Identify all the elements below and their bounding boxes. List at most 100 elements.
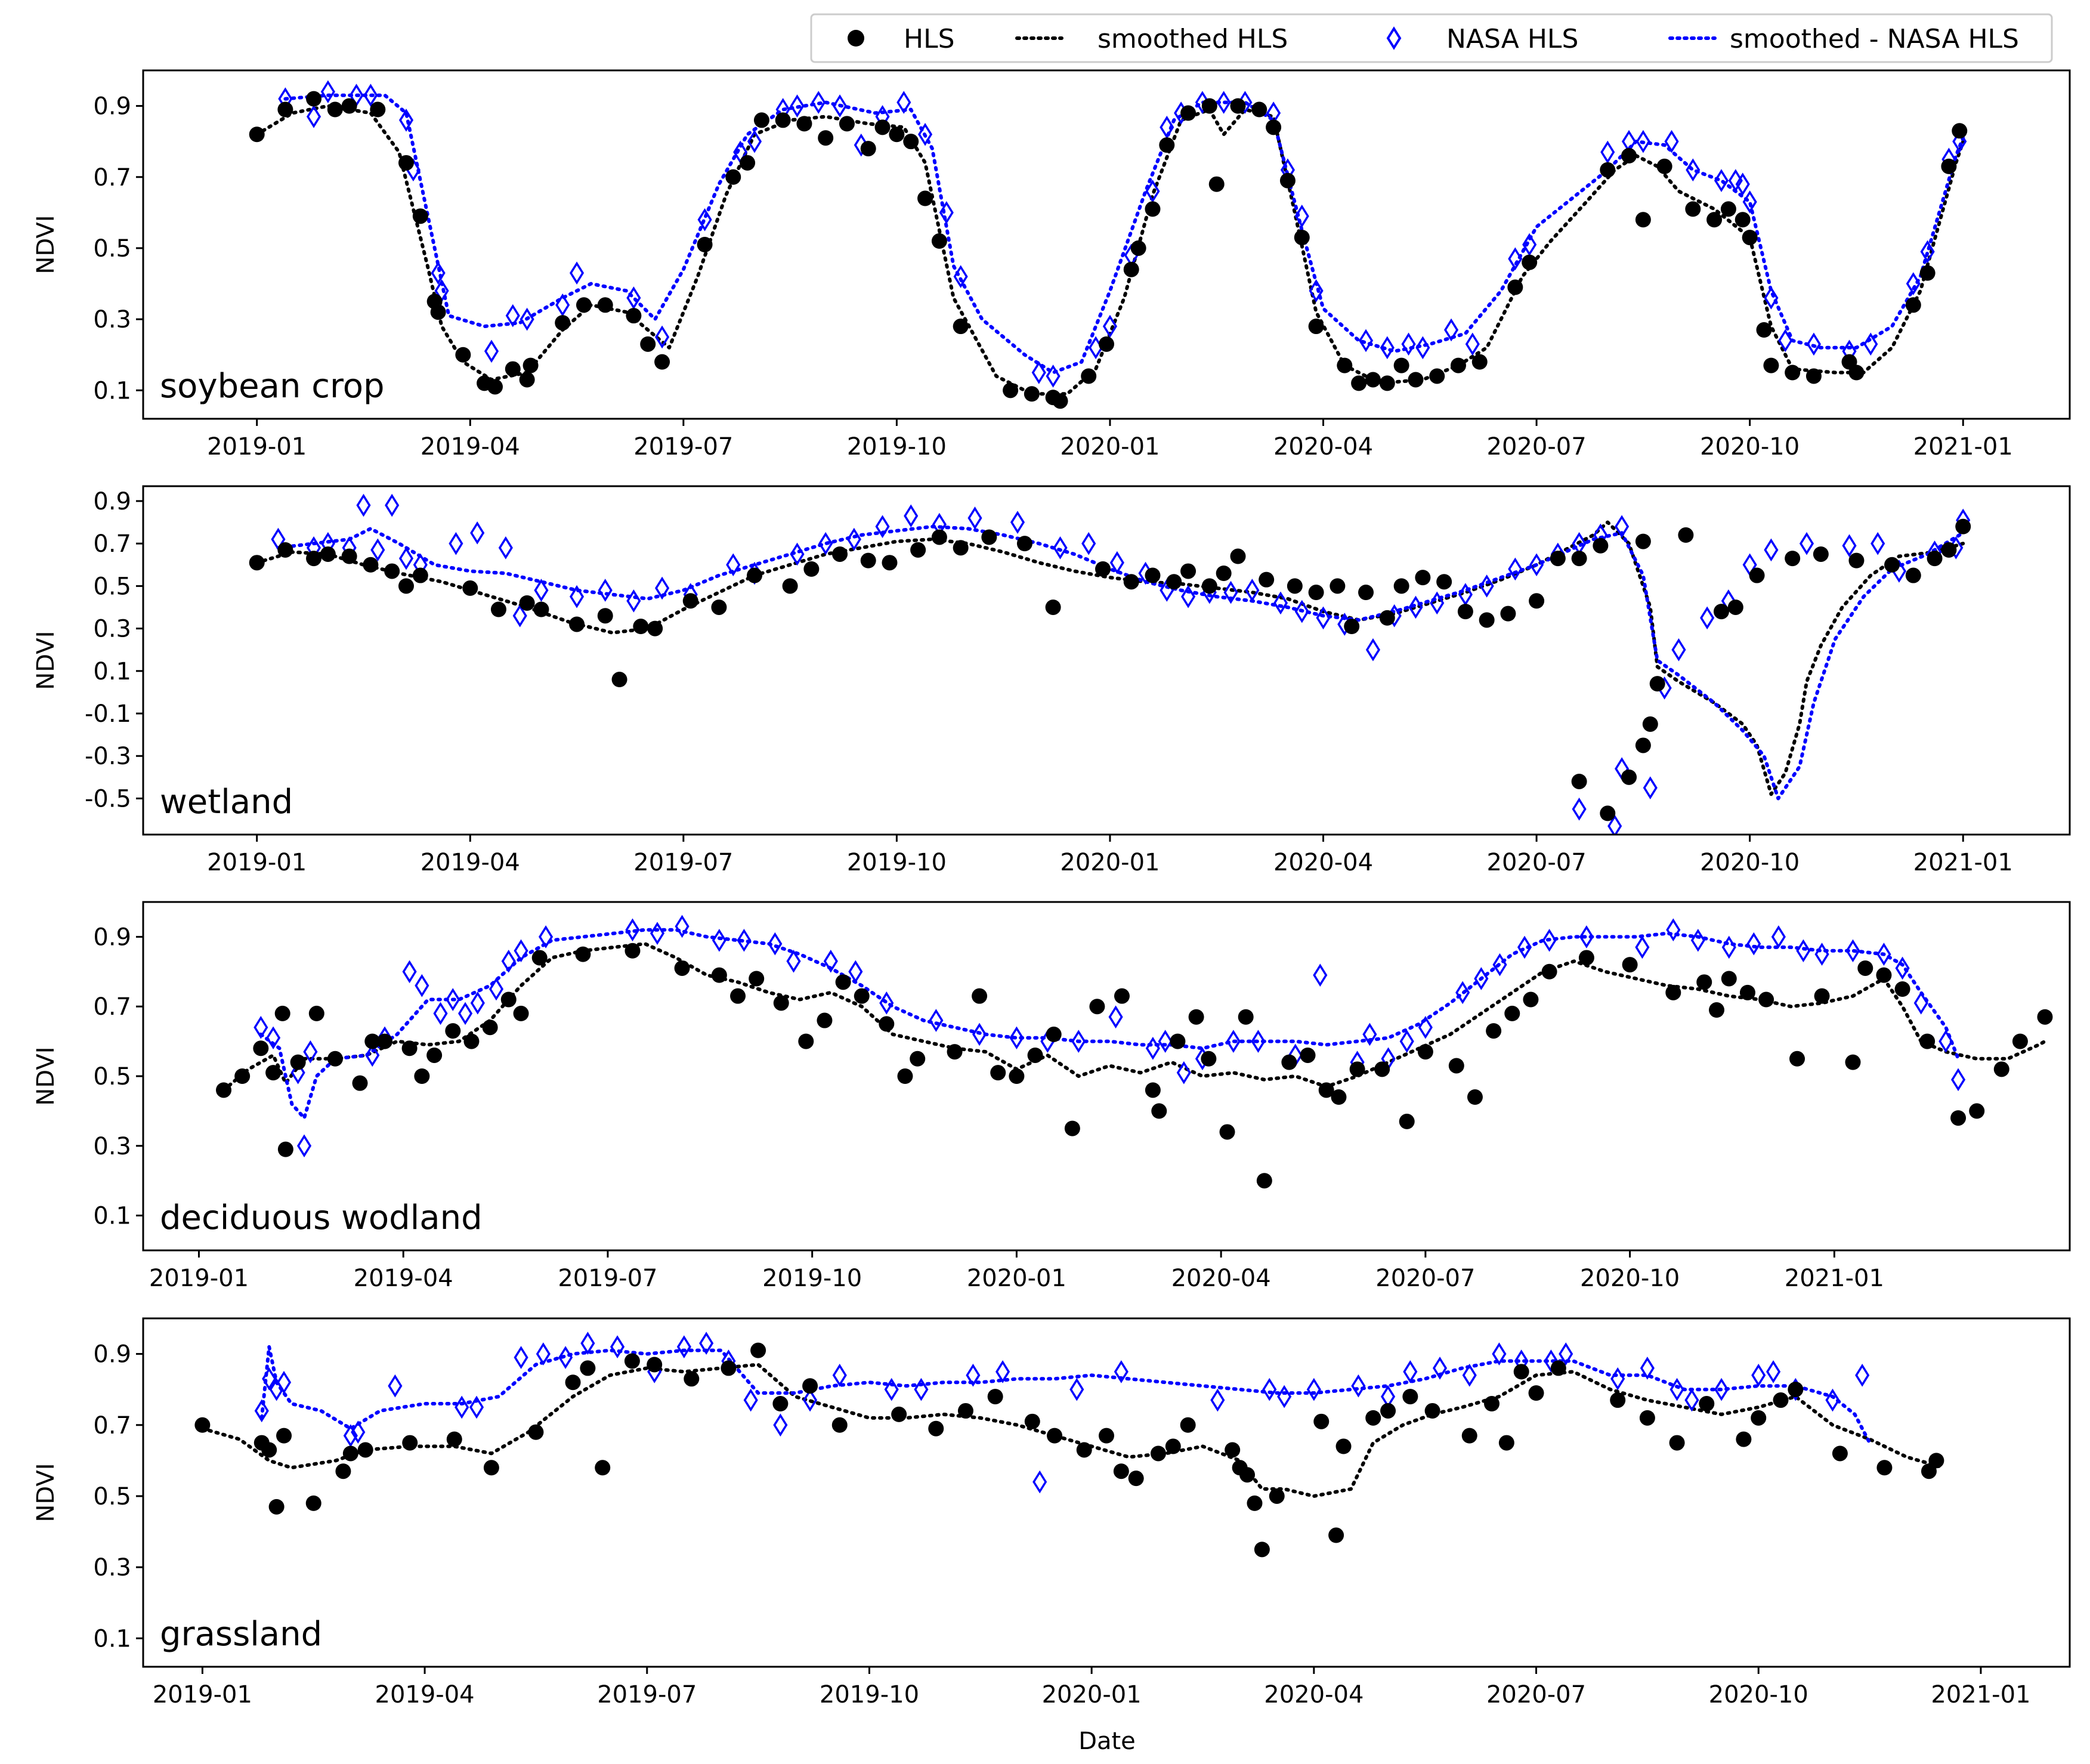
y-tick-label: 0.1 [93, 658, 131, 685]
nasa-hls-point [953, 265, 968, 288]
nasa-hls-point [790, 94, 805, 118]
nasa-hls-point [1358, 329, 1374, 353]
hls-point [1919, 1033, 1936, 1049]
panel-4: 0.9 0.7 0.5 0.3 0.1 NDVI 2019-01 2019-04 2019-07… [32, 1317, 2071, 1709]
nasa-hls-point [365, 1043, 380, 1067]
plot-content [249, 80, 1968, 409]
nasa-hls-point [1666, 918, 1681, 942]
hls-point [1016, 536, 1032, 552]
hls-point [1550, 551, 1566, 567]
nasa-hls-point [1408, 595, 1423, 619]
nasa-hls-point [254, 1399, 269, 1423]
hls-point [522, 357, 539, 373]
nasa-hls-point [712, 928, 726, 952]
nasa-hls-point [489, 977, 504, 1001]
hls-point [306, 91, 322, 107]
hls-point [860, 552, 876, 569]
hls-point [721, 1360, 737, 1376]
panel-2: 0.9 0.7 0.5 0.3 0.1 -0.1 -0.3 -0.5 NDVI 2019-01 20… [32, 485, 2071, 876]
nasa-hls-point [431, 261, 446, 285]
hls-point [1230, 548, 1246, 564]
hls-point [889, 126, 905, 143]
hls-point [1254, 1541, 1270, 1558]
nasa-hls-point [520, 307, 534, 331]
nasa-hls-point [276, 1370, 292, 1394]
nasa-hls-point [1245, 579, 1260, 602]
hls-point [1749, 567, 1765, 583]
nasa-hls-point [1046, 364, 1061, 388]
nasa-hls-point [1403, 1360, 1418, 1383]
hls-point [1848, 364, 1865, 381]
hls-point [1941, 542, 1957, 558]
nasa-hls-point [879, 991, 894, 1015]
smoothed-nasa-hls-line [276, 524, 1965, 801]
nasa-hls-point [1544, 1349, 1559, 1373]
hls-point [987, 1389, 1003, 1405]
panel-label: grassland [160, 1615, 322, 1654]
nasa-hls-point [1351, 1374, 1366, 1398]
nasa-hls-point [726, 553, 741, 577]
hls-point [253, 1040, 269, 1056]
hls-point [1047, 1428, 1063, 1444]
hls-point [1571, 551, 1587, 567]
hls-point [1500, 605, 1516, 622]
x-tick-label: 2021-01 [1913, 849, 2013, 876]
y-tick-label: 0.5 [93, 1063, 131, 1090]
hls-point [1417, 1044, 1433, 1060]
hls-point [1735, 212, 1751, 228]
nasa-hls-point [737, 928, 752, 952]
hls-point [1550, 1360, 1566, 1376]
hls-point [455, 347, 471, 363]
hls-point [1294, 230, 1310, 246]
nasa-hls-point [580, 1332, 595, 1355]
hls-point [1365, 1410, 1381, 1426]
nasa-hls-point [1465, 332, 1480, 356]
hls-point [335, 1463, 351, 1479]
hls-point [305, 1495, 321, 1511]
hls-point [910, 1051, 926, 1067]
hls-point [1281, 1054, 1297, 1070]
nasa-hls-point [1309, 279, 1324, 302]
hls-point [1024, 386, 1040, 402]
hls-point [1813, 546, 1829, 562]
nasa-hls-point [1913, 991, 1928, 1015]
hls-point [1429, 368, 1445, 384]
hls-point [1669, 1435, 1685, 1451]
hls-point [1379, 375, 1395, 391]
nasa-hls-point [458, 1002, 473, 1025]
hls-point [398, 155, 414, 171]
hls-point [1318, 1082, 1334, 1098]
nasa-hls-point [1600, 140, 1615, 164]
plot-content [216, 915, 2053, 1189]
hls-point [1621, 148, 1637, 164]
hls-point [1763, 357, 1779, 373]
hls-point [1513, 1364, 1529, 1380]
hls-point [1201, 578, 1217, 594]
hls-point [1876, 967, 1892, 983]
nasa-hls-point [558, 1346, 573, 1369]
hls-point [775, 112, 791, 128]
legend-nasa-hls-label: NASA HLS [1446, 24, 1578, 54]
nasa-hls-point [1294, 600, 1309, 623]
x-tick-label: 2019-10 [820, 1681, 919, 1709]
hls-point [917, 190, 933, 206]
nasa-hls-point [1102, 314, 1118, 338]
nasa-hls-point [1728, 169, 1743, 193]
nasa-hls-point [655, 325, 670, 349]
nasa-hls-point [675, 915, 690, 938]
nasa-hls-point [569, 585, 585, 608]
y-tick-label: 0.1 [93, 1625, 131, 1652]
hls-point [711, 599, 727, 615]
hls-point [597, 297, 613, 313]
hls-point [290, 1054, 306, 1070]
y-tick-label: 0.7 [93, 993, 131, 1021]
legend-nasa-hls-marker [1386, 26, 1402, 50]
nasa-hls-point [1579, 925, 1594, 949]
hls-point [1380, 1402, 1396, 1419]
hls-point [1003, 382, 1019, 398]
hls-point [796, 116, 812, 132]
hls-point [1927, 551, 1943, 567]
nasa-hls-point [1952, 129, 1967, 153]
hls-point [832, 546, 848, 562]
hls-point [1308, 319, 1324, 335]
